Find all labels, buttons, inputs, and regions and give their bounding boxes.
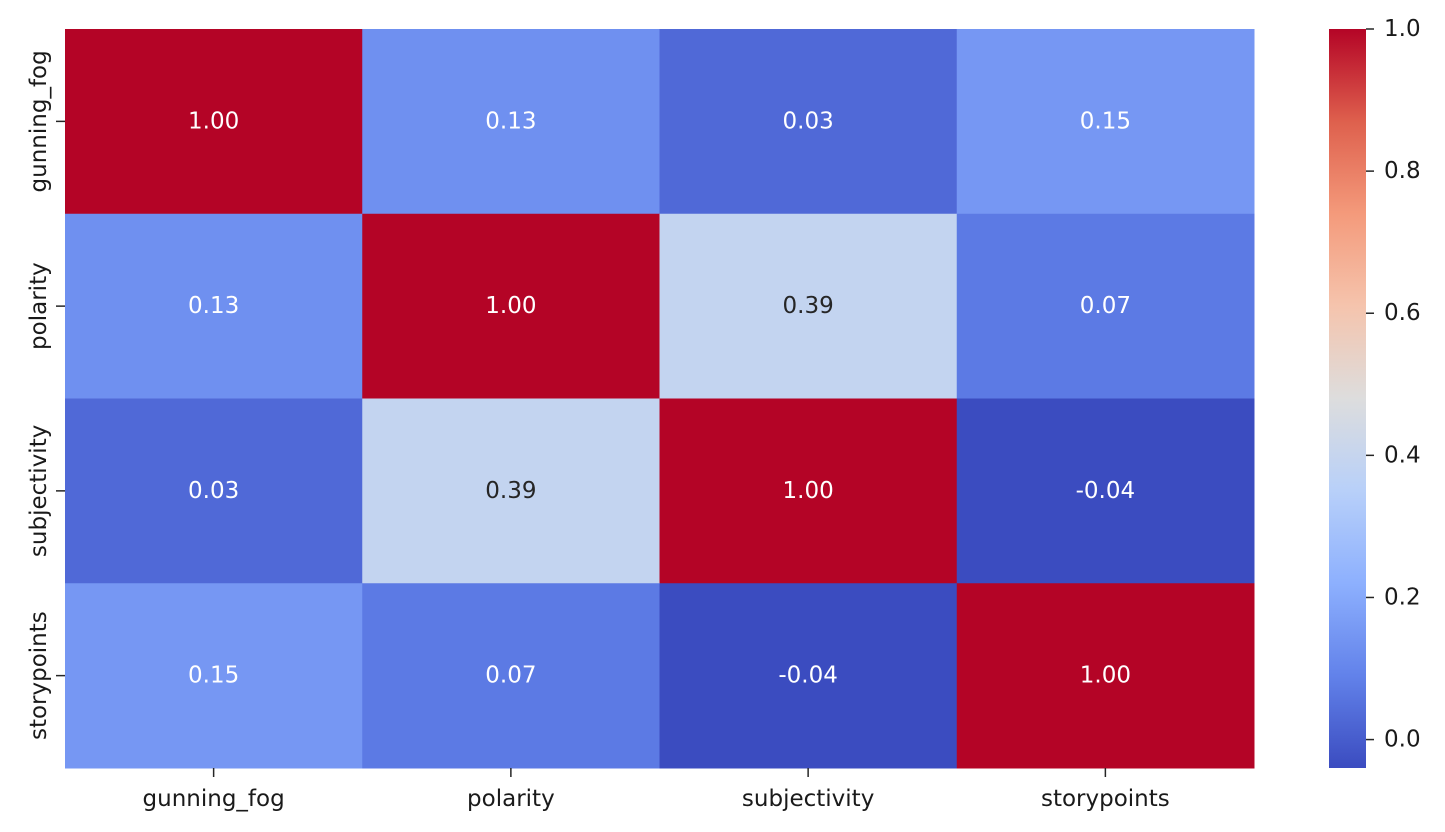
cell-value-label: 0.03 <box>188 478 239 504</box>
y-tick-label: storypoints <box>26 611 52 740</box>
cell-value-label: 1.00 <box>188 108 239 134</box>
y-tick-label: subjectivity <box>26 425 52 557</box>
cell-value-label: -0.04 <box>778 663 838 689</box>
cell-value-label: 1.00 <box>1080 663 1131 689</box>
heatmap-cell-storypoints-storypoints <box>956 583 1255 769</box>
heatmap-cell-gunning_fog-storypoints <box>956 29 1255 215</box>
heatmap-cell-subjectivity-subjectivity <box>659 398 958 584</box>
colorbar-ticks: 0.0 0.2 0.4 0.6 0.8 1.0 <box>1366 16 1421 753</box>
x-tick-label: subjectivity <box>742 786 874 812</box>
x-axis: gunning_fog polarity subjectivity storypoin… <box>143 768 1170 812</box>
colorbar-tick-label: 0.2 <box>1384 584 1421 610</box>
cell-value-label: 0.15 <box>1080 108 1131 134</box>
heatmap-cell-polarity-subjectivity <box>659 213 958 399</box>
cell-value-label: 0.07 <box>485 663 536 689</box>
colorbar-tick-label: 0.6 <box>1384 300 1421 326</box>
heatmap-cell-polarity-storypoints <box>956 213 1255 399</box>
colorbar-gradient <box>1329 29 1366 768</box>
cell-value-label: 0.07 <box>1080 293 1131 319</box>
colorbar-tick-label: 0.4 <box>1384 442 1421 468</box>
heatmap-cell-subjectivity-polarity <box>362 398 660 584</box>
x-tick-label: gunning_fog <box>143 786 285 812</box>
cell-value-label: -0.04 <box>1076 478 1136 504</box>
cell-value-label: 0.03 <box>783 108 834 134</box>
colorbar: 0.0 0.2 0.4 0.6 0.8 1.0 <box>1329 16 1421 768</box>
x-tick-label: polarity <box>467 786 555 812</box>
heatmap-cell-gunning_fog-subjectivity <box>659 29 958 215</box>
heatmap-cell-storypoints-gunning_fog <box>65 583 363 769</box>
y-tick-label: gunning_fog <box>26 50 52 192</box>
heatmap-cell-subjectivity-gunning_fog <box>65 398 363 584</box>
heatmap-cell-gunning_fog-polarity <box>362 29 660 215</box>
cell-value-label: 1.00 <box>783 478 834 504</box>
cell-value-label: 0.15 <box>188 663 239 689</box>
cell-value-label: 0.39 <box>783 293 834 319</box>
colorbar-tick-label: 1.0 <box>1384 16 1421 42</box>
colorbar-tick-label: 0.0 <box>1384 727 1421 753</box>
cell-value-label: 0.13 <box>188 293 239 319</box>
heatmap-cell-gunning_fog-gunning_fog <box>65 29 363 215</box>
y-tick-label: polarity <box>26 262 52 350</box>
cell-value-label: 0.39 <box>485 478 536 504</box>
cell-annotations: 1.00 0.13 0.03 0.15 0.13 1.00 0.39 0.07 0.03 0.39… <box>188 108 1135 688</box>
heatmap-cell-storypoints-polarity <box>362 583 660 769</box>
y-axis: gunning_fog polarity subjectivity storypoin… <box>26 50 65 740</box>
heatmap-cell-storypoints-subjectivity <box>659 583 958 769</box>
cell-value-label: 1.00 <box>485 293 536 319</box>
cell-value-label: 0.13 <box>485 108 536 134</box>
heatmap-cell-polarity-polarity <box>362 213 660 399</box>
colorbar-tick-label: 0.8 <box>1384 158 1421 184</box>
heatmap-cell-subjectivity-storypoints <box>956 398 1255 584</box>
heatmap-cell-polarity-gunning_fog <box>65 213 363 399</box>
heatmap-cells <box>65 29 1255 769</box>
x-tick-label: storypoints <box>1041 786 1170 812</box>
